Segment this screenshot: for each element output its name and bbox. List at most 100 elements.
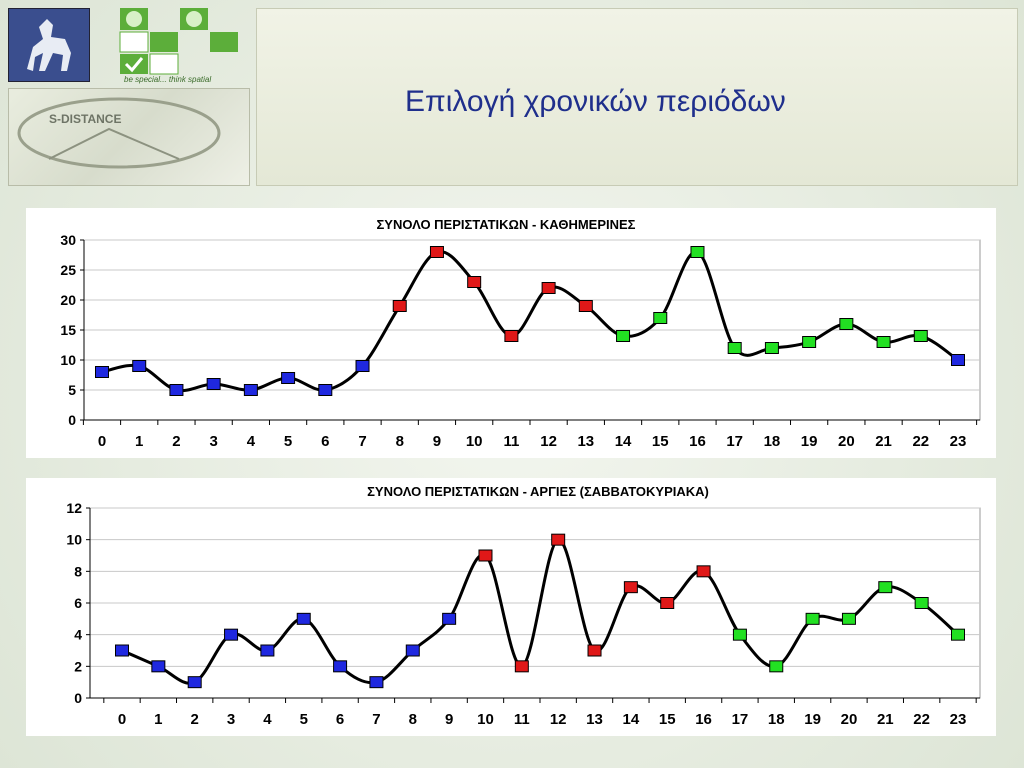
data-point bbox=[224, 628, 239, 641]
y-tick-label: 2 bbox=[74, 658, 82, 674]
x-tick-label: 0 bbox=[118, 711, 126, 728]
data-point bbox=[805, 612, 820, 625]
x-tick-label: 19 bbox=[801, 433, 818, 450]
x-tick-label: 23 bbox=[950, 711, 967, 728]
x-tick-label: 7 bbox=[372, 711, 380, 728]
x-tick-label: 11 bbox=[503, 433, 519, 450]
s-distance-logo: S-DISTANCE bbox=[8, 88, 250, 186]
data-point bbox=[281, 372, 296, 384]
x-tick-label: 17 bbox=[732, 711, 749, 728]
x-tick-label: 4 bbox=[263, 711, 272, 728]
x-tick-label: 21 bbox=[875, 433, 892, 450]
x-tick-label: 11 bbox=[514, 711, 530, 728]
x-tick-label: 8 bbox=[396, 433, 404, 450]
x-tick-label: 23 bbox=[950, 433, 967, 450]
data-point bbox=[169, 384, 184, 396]
data-point bbox=[764, 342, 779, 354]
data-point bbox=[660, 597, 675, 609]
data-point bbox=[841, 612, 856, 625]
x-tick-label: 2 bbox=[191, 711, 199, 728]
x-tick-label: 6 bbox=[321, 433, 329, 450]
data-point bbox=[243, 384, 258, 396]
x-tick-label: 18 bbox=[768, 711, 785, 728]
y-tick-label: 20 bbox=[60, 292, 76, 308]
data-point bbox=[318, 384, 333, 396]
data-point bbox=[732, 628, 747, 641]
x-tick-label: 14 bbox=[623, 711, 640, 728]
data-point bbox=[914, 597, 929, 609]
chart-title: ΣΥΝΟΛΟ ΠΕΡΙΣΤΑΤΙΚΩΝ - ΑΡΓΙΕΣ (ΣΑΒΒΑΤΟΚΥΡ… bbox=[367, 484, 709, 499]
x-tick-label: 16 bbox=[695, 711, 712, 728]
data-point bbox=[429, 246, 444, 258]
data-point bbox=[878, 581, 893, 594]
data-point bbox=[206, 378, 221, 390]
y-tick-label: 6 bbox=[74, 595, 82, 611]
y-tick-label: 10 bbox=[66, 532, 82, 548]
data-point bbox=[333, 660, 348, 673]
data-point bbox=[115, 644, 129, 657]
data-point bbox=[467, 276, 482, 288]
data-point bbox=[587, 644, 602, 657]
x-tick-label: 5 bbox=[284, 433, 292, 450]
y-tick-label: 10 bbox=[60, 352, 76, 368]
data-point bbox=[653, 312, 668, 324]
data-point bbox=[696, 565, 711, 578]
y-tick-label: 15 bbox=[60, 322, 76, 338]
x-tick-label: 14 bbox=[615, 433, 632, 450]
x-tick-label: 17 bbox=[726, 433, 743, 450]
x-tick-label: 12 bbox=[550, 711, 567, 728]
svg-text:S-DISTANCE: S-DISTANCE bbox=[49, 112, 121, 126]
x-tick-label: 16 bbox=[689, 433, 706, 450]
x-tick-label: 13 bbox=[577, 433, 594, 450]
x-tick-label: 21 bbox=[877, 711, 894, 728]
weekday-chart-panel: ΣΥΝΟΛΟ ΠΕΡΙΣΤΑΤΙΚΩΝ - ΚΑΘΗΜΕΡΙΝΕΣ 0 5 10 15… bbox=[26, 208, 996, 458]
page-title: Επιλογή χρονικών περιόδων bbox=[405, 85, 786, 118]
data-point bbox=[876, 336, 891, 348]
data-point bbox=[442, 612, 457, 625]
data-point bbox=[187, 676, 202, 689]
x-tick-label: 10 bbox=[466, 433, 483, 450]
y-tick-label: 30 bbox=[60, 232, 76, 248]
data-point bbox=[260, 644, 275, 657]
x-tick-label: 22 bbox=[913, 711, 930, 728]
data-point bbox=[839, 318, 854, 330]
x-tick-label: 12 bbox=[540, 433, 557, 450]
x-tick-label: 13 bbox=[586, 711, 603, 728]
data-point bbox=[95, 366, 109, 378]
x-tick-label: 7 bbox=[358, 433, 366, 450]
data-point bbox=[478, 549, 493, 562]
data-point bbox=[769, 660, 784, 673]
data-point bbox=[951, 354, 965, 366]
y-tick-label: 12 bbox=[66, 500, 82, 516]
title-area bbox=[256, 8, 1018, 186]
data-point bbox=[392, 300, 407, 312]
data-point bbox=[616, 330, 631, 342]
x-tick-label: 19 bbox=[804, 711, 821, 728]
y-tick-label: 8 bbox=[74, 563, 82, 579]
svg-text:be special... think spatial: be special... think spatial bbox=[124, 75, 211, 84]
x-tick-label: 1 bbox=[135, 433, 143, 450]
data-point bbox=[913, 330, 928, 342]
weekday-chart: ΣΥΝΟΛΟ ΠΕΡΙΣΤΑΤΙΚΩΝ - ΚΑΘΗΜΕΡΙΝΕΣ 051015… bbox=[60, 217, 981, 450]
y-tick-label: 4 bbox=[74, 627, 82, 643]
x-tick-label: 18 bbox=[764, 433, 781, 450]
data-point bbox=[551, 533, 566, 546]
holiday-chart-panel: ΣΥΝΟΛΟ ΠΕΡΙΣΤΑΤΙΚΩΝ - ΑΡΓΙΕΣ (ΣΑΒΒΑΤΟΚΥΡ… bbox=[26, 478, 996, 736]
x-tick-label: 15 bbox=[652, 433, 669, 450]
x-tick-label: 10 bbox=[477, 711, 494, 728]
x-tick-label: 9 bbox=[445, 711, 453, 728]
y-tick-label: 25 bbox=[60, 262, 76, 278]
data-point bbox=[296, 612, 311, 625]
x-tick-label: 4 bbox=[247, 433, 256, 450]
y-tick-label: 0 bbox=[74, 690, 82, 706]
data-point bbox=[151, 660, 166, 673]
data-point bbox=[355, 360, 370, 372]
data-point bbox=[369, 676, 384, 689]
y-tick-label: 5 bbox=[68, 382, 76, 398]
x-tick-label: 20 bbox=[841, 711, 858, 728]
data-point bbox=[951, 628, 965, 641]
data-point bbox=[504, 330, 519, 342]
x-tick-label: 9 bbox=[433, 433, 441, 450]
holiday-chart: ΣΥΝΟΛΟ ΠΕΡΙΣΤΑΤΙΚΩΝ - ΑΡΓΙΕΣ (ΣΑΒΒΑΤΟΚΥΡ… bbox=[66, 484, 981, 728]
x-tick-label: 5 bbox=[300, 711, 308, 728]
